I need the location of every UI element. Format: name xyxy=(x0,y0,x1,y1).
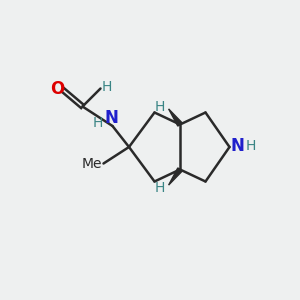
Text: H: H xyxy=(155,100,165,113)
Polygon shape xyxy=(169,109,182,126)
Text: O: O xyxy=(50,80,65,98)
Text: N: N xyxy=(104,109,118,127)
Text: H: H xyxy=(155,181,165,194)
Text: Me: Me xyxy=(82,157,102,170)
Polygon shape xyxy=(169,168,182,185)
Text: H: H xyxy=(92,116,103,130)
Text: H: H xyxy=(102,80,112,94)
Text: N: N xyxy=(231,136,245,154)
Text: H: H xyxy=(246,139,256,152)
